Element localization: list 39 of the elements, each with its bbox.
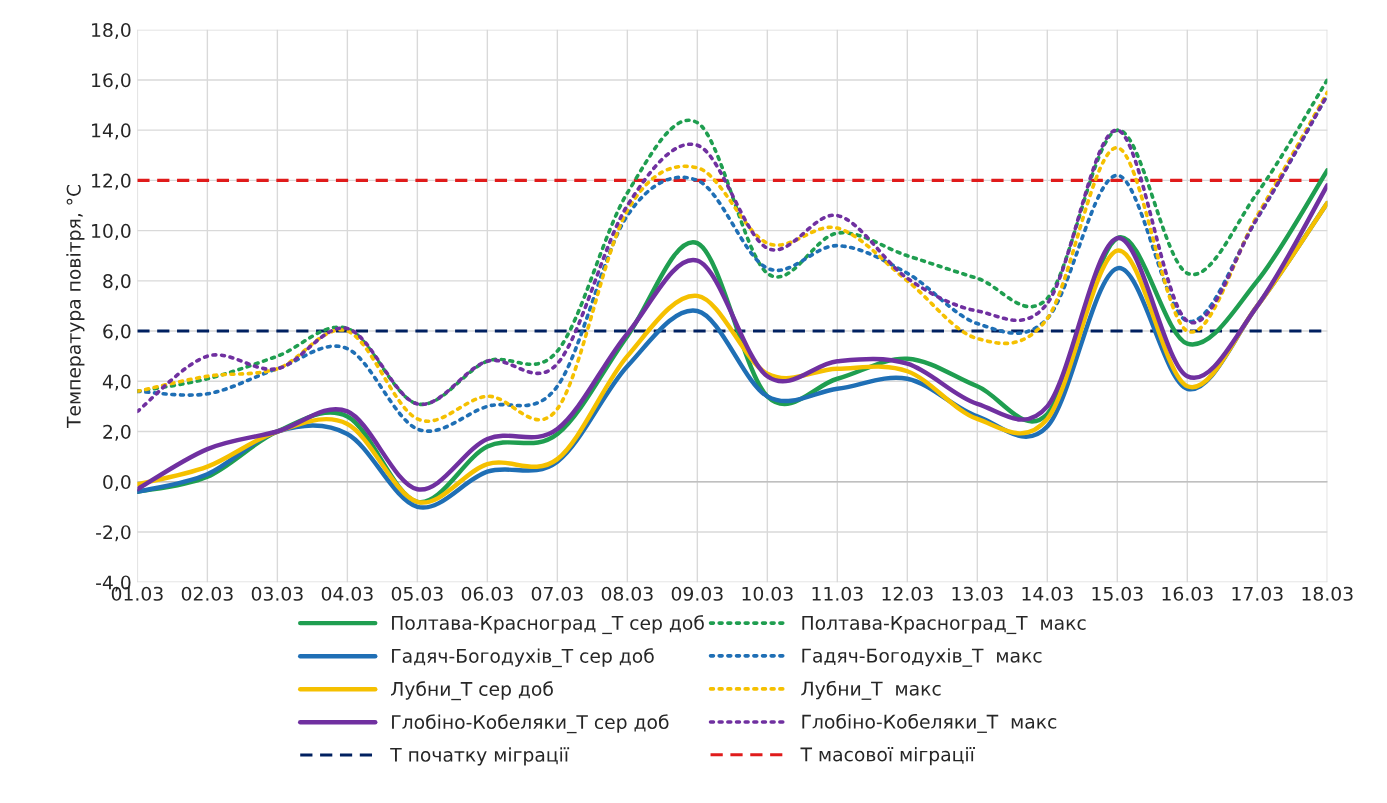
x-tick-label: 08.03 <box>601 586 653 601</box>
x-tick-label: 10.03 <box>742 586 793 601</box>
y-tick-label: 0,0 <box>103 474 131 492</box>
legend-label: Т масової міграції <box>800 746 975 766</box>
y-tick-label: 18,0 <box>92 22 131 40</box>
x-tick-label: 09.03 <box>671 586 723 601</box>
legend-label: Глобіно-Кобеляки_Т сер доб <box>392 714 669 734</box>
y-tick-label: 4,0 <box>102 374 131 391</box>
x-tick-label: 03.03 <box>251 586 303 601</box>
y-tick-label: 14,0 <box>92 123 131 140</box>
x-tick-label: 04.03 <box>321 586 373 601</box>
y-tick-label: 12,0 <box>92 173 131 190</box>
x-tick-label: 13.03 <box>952 586 1003 601</box>
y-tick-label: 16,0 <box>92 73 131 90</box>
y-tick-label: 6,0 <box>103 324 131 341</box>
x-tick-label: 12.03 <box>882 586 933 601</box>
x-tick-label: 11.03 <box>812 586 863 601</box>
x-tick-label: 16.03 <box>1162 586 1213 601</box>
legend-label: Полтава-Красноград_Т макс <box>802 616 1086 635</box>
x-tick-label: 05.03 <box>391 586 443 601</box>
x-tick-label: 15.03 <box>1092 586 1143 601</box>
legend-label: Т початку міграції <box>390 747 570 766</box>
legend-label: Лубни_Т сер доб <box>390 681 553 701</box>
y-tick-label: 10,0 <box>92 223 131 240</box>
legend-label: Гадяч-Богодухів_Т сер доб <box>392 648 654 668</box>
y-tick-label: 8,0 <box>103 274 131 291</box>
legend-label: Гадяч-Богодухів_Т макс <box>802 648 1042 667</box>
x-tick-label: 18.03 <box>1302 586 1353 601</box>
y-tick-label: 2,0 <box>103 424 131 441</box>
x-tick-label: 06.03 <box>461 586 513 601</box>
x-tick-label: 02.03 <box>181 586 233 601</box>
y-axis-title: Температура повітря, °C <box>66 184 85 429</box>
x-tick-label: 14.03 <box>1022 586 1073 601</box>
x-tick-label: 17.03 <box>1232 586 1283 601</box>
legend-label: Лубни_Т макс <box>801 680 941 700</box>
x-tick-label: 07.03 <box>531 586 583 601</box>
legend-label: Глобіно-Кобеляки_Т макс <box>802 713 1057 733</box>
legend-label: Полтава-Красноград _Т сер доб <box>392 615 704 635</box>
y-tick-label: -2,0 <box>96 525 131 542</box>
